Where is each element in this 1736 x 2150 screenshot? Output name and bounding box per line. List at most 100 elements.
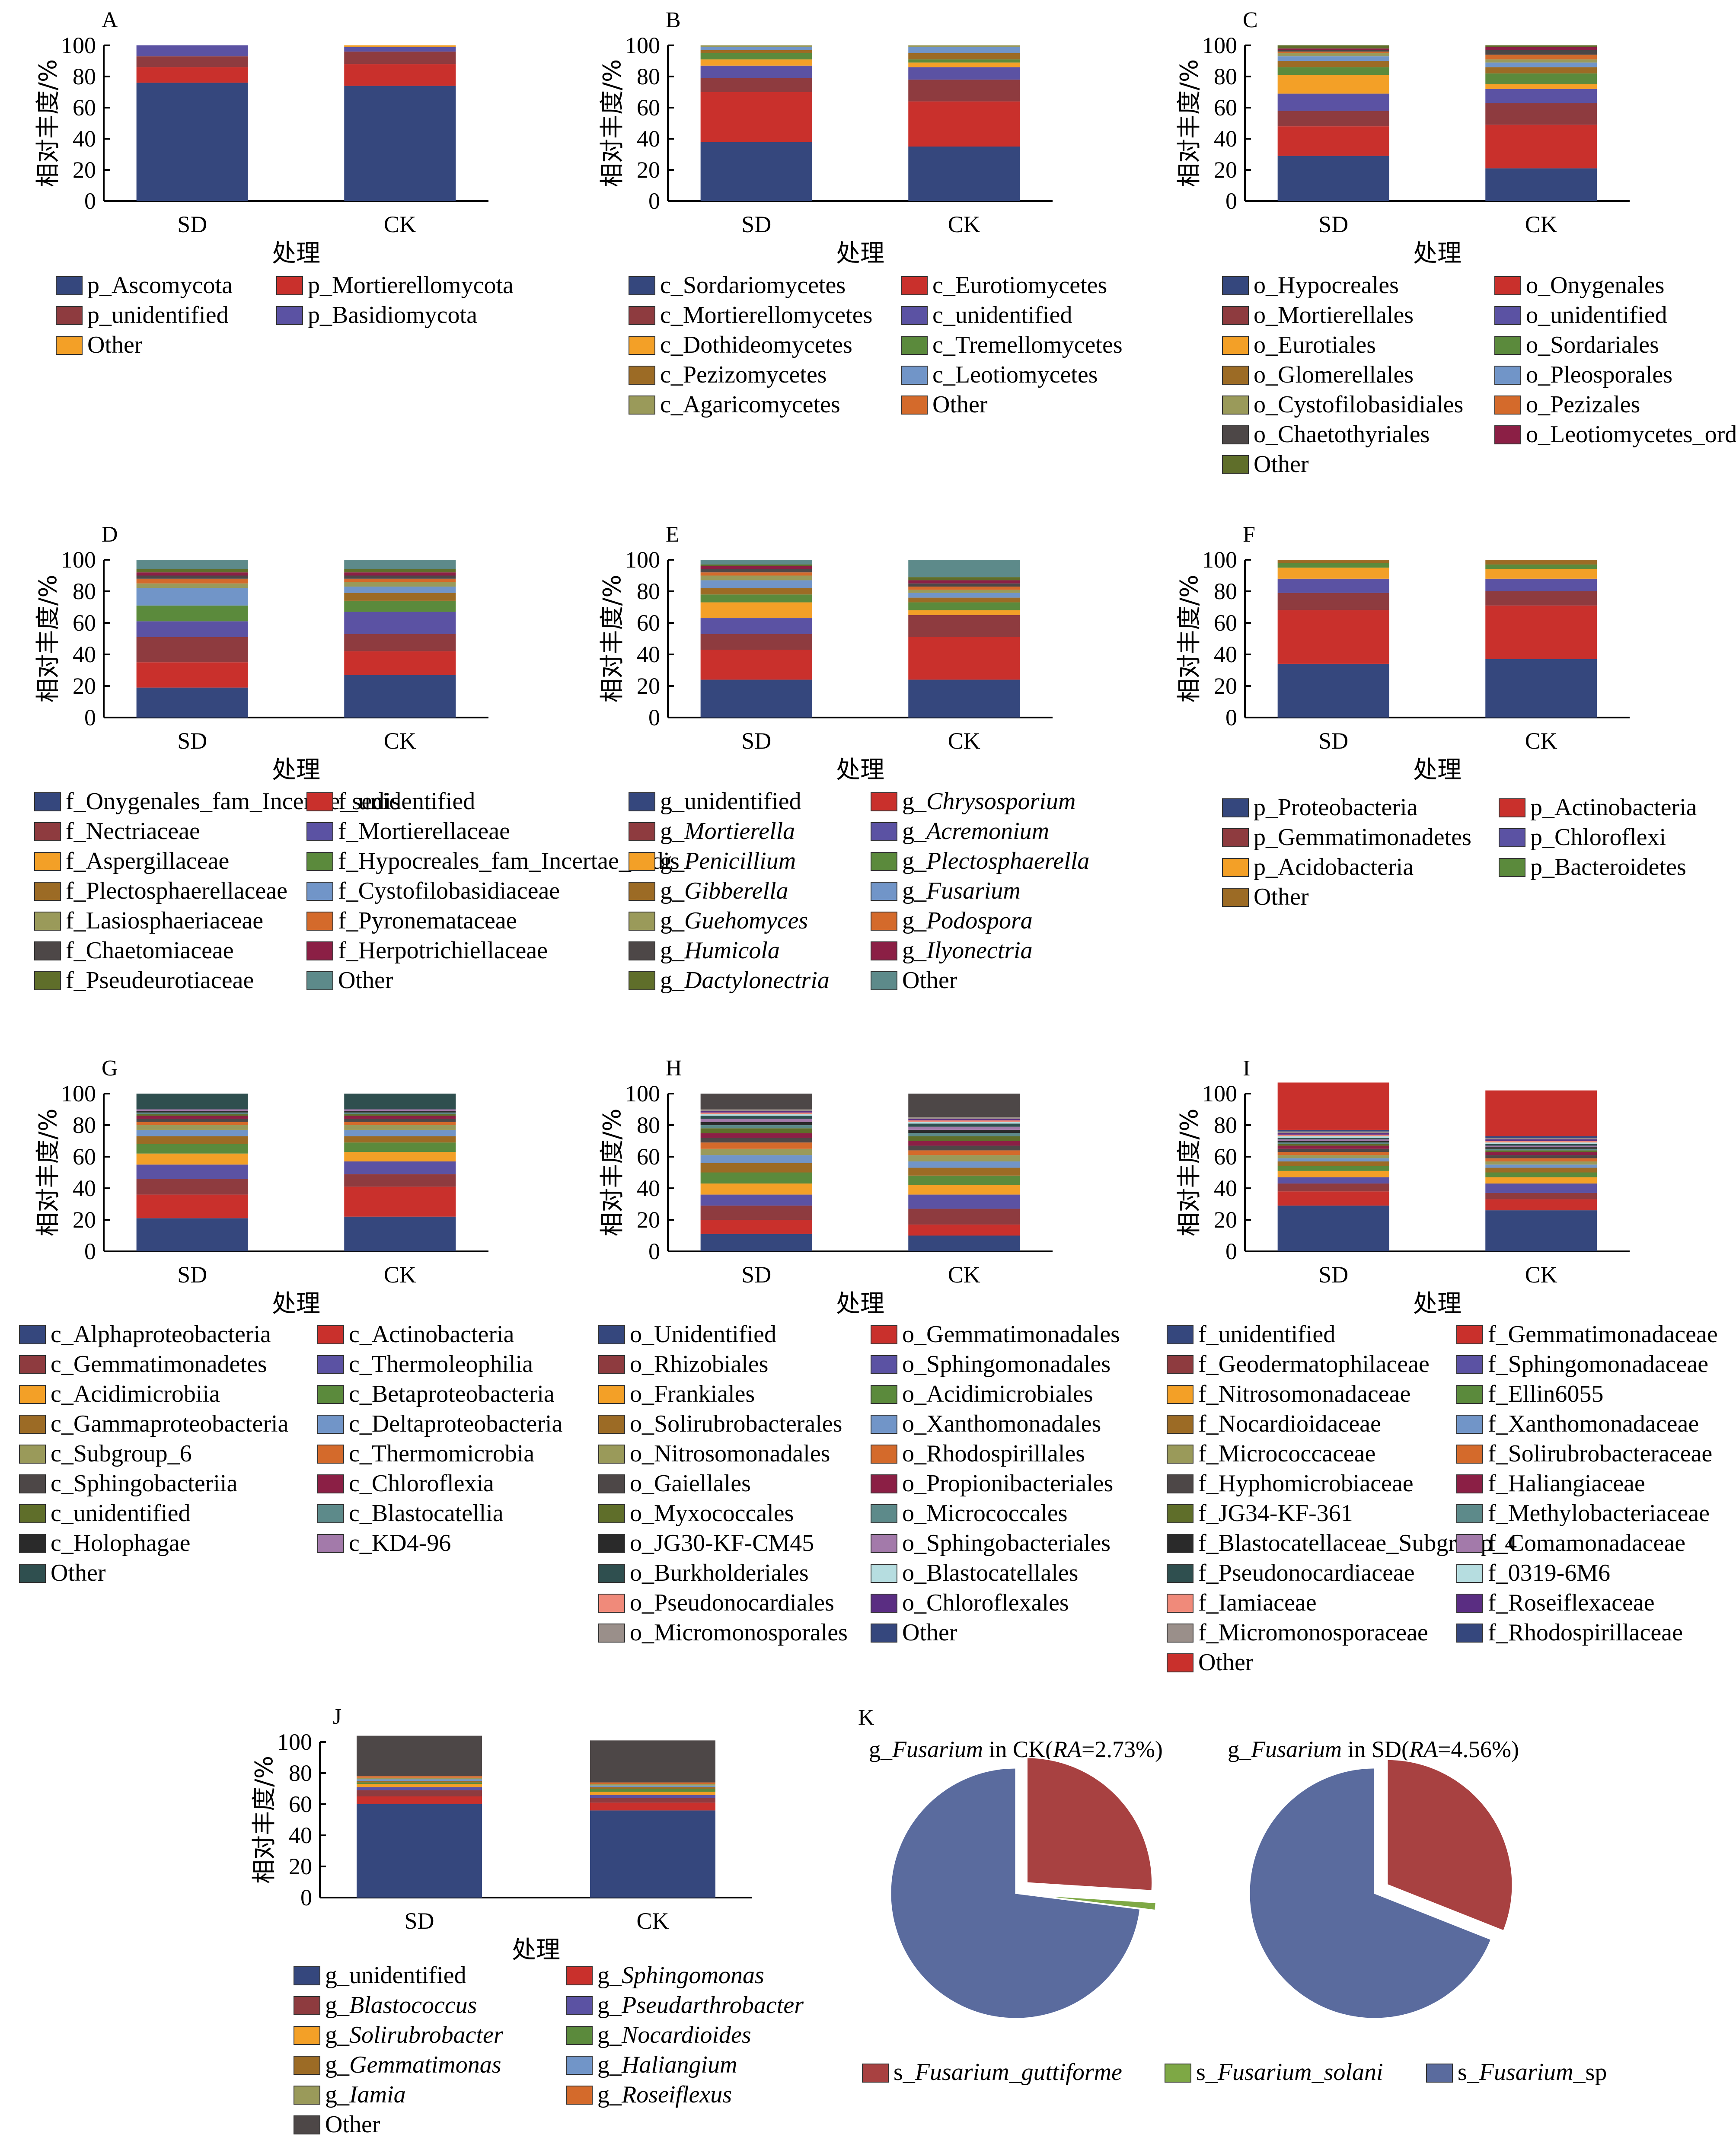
- legend-swatch: [629, 852, 655, 871]
- x-axis-label: 处理: [272, 1290, 320, 1318]
- legend-swatch: [317, 1504, 344, 1523]
- bar-segment: [590, 1784, 715, 1786]
- x-axis-label: 处理: [512, 1936, 560, 1964]
- legend-swatch: [1456, 1415, 1483, 1434]
- legend-swatch: [19, 1474, 46, 1493]
- legend-label-italic: Solirubrobacter: [349, 2022, 503, 2048]
- bar-segment: [1277, 1152, 1389, 1155]
- x-axis-label: 处理: [836, 1290, 884, 1318]
- bar-segment: [1277, 75, 1389, 94]
- bar-segment: [344, 86, 456, 201]
- panel-letter: D: [102, 522, 118, 547]
- bar-segment: [908, 59, 1020, 63]
- bar-segment: [1485, 1155, 1597, 1158]
- legend-label-prefix: g_: [325, 2081, 350, 2108]
- bar-segment: [136, 569, 248, 573]
- bar-segment: [908, 1126, 1020, 1130]
- chart-panel-K: Kg_Fusarium in CK(RA=2.73%) g_Fusarium in…: [858, 1705, 1607, 2086]
- legend-label-italic: Humicola: [684, 937, 780, 964]
- bar-segment: [1485, 1161, 1597, 1165]
- bar-segment: [344, 1152, 456, 1161]
- bar-segment: [700, 602, 812, 619]
- bar-segment: [700, 47, 812, 50]
- panel-letter: B: [666, 8, 681, 32]
- legend-label: c_Acidimicrobiia: [51, 1381, 220, 1407]
- bar-segment: [700, 50, 812, 53]
- legend-swatch: [34, 941, 61, 960]
- bar-segment: [908, 602, 1020, 610]
- legend-label: g_Roseiflexus: [597, 2081, 732, 2108]
- bar-segment: [136, 662, 248, 688]
- legend-swatch: [1222, 888, 1249, 907]
- legend-label: o_Hypocreales: [1254, 272, 1399, 299]
- pie-title-part: =4.56%): [1438, 1736, 1519, 1762]
- bar-segment: [1485, 84, 1597, 89]
- legend-label: o_Myxococcales: [630, 1500, 794, 1527]
- x-tick-label: SD: [741, 1262, 771, 1288]
- legend-swatch: [1222, 455, 1249, 474]
- legend-label: o_Eurotiales: [1254, 332, 1376, 358]
- legend-label: o_Sordariales: [1526, 332, 1659, 358]
- legend-label: Other: [932, 391, 988, 418]
- legend-swatch: [1456, 1325, 1483, 1344]
- legend-label: g_Penicillium: [660, 848, 796, 874]
- bar-segment: [700, 1194, 812, 1206]
- bar-segment: [136, 1136, 248, 1144]
- panel-letter: J: [333, 1704, 341, 1729]
- legend-label: Other: [902, 1619, 957, 1646]
- legend-swatch: [19, 1415, 46, 1434]
- legend-label-prefix: g_: [660, 848, 685, 874]
- bar-segment: [1277, 610, 1389, 664]
- legend-label-italic: Podospora: [926, 907, 1033, 934]
- x-tick-label: CK: [384, 728, 416, 754]
- legend-label: f_Nectriaceae: [66, 818, 200, 845]
- legend-label: g_Nocardioides: [597, 2022, 751, 2048]
- bar-segment: [1277, 560, 1389, 563]
- bar-segment: [1485, 1199, 1597, 1211]
- legend-label: o_Unidentified: [630, 1321, 776, 1348]
- legend-label: c_Blastocatellia: [349, 1500, 504, 1527]
- bar-segment: [136, 583, 248, 588]
- y-tick-label: 80: [637, 1112, 660, 1138]
- legend-swatch: [1222, 828, 1249, 847]
- legend-label: Other: [1254, 451, 1309, 478]
- bar-segment: [136, 1122, 248, 1125]
- legend-swatch: [1222, 276, 1249, 295]
- bar-segment: [700, 53, 812, 60]
- legend-swatch: [629, 822, 655, 841]
- legend-label-prefix: g_: [660, 818, 685, 845]
- bar-segment: [357, 1735, 482, 1777]
- legend-swatch: [34, 792, 61, 811]
- pie-title: g_Fusarium in SD(RA=4.56%): [1228, 1736, 1519, 1762]
- bar-segment: [1485, 50, 1597, 55]
- legend-swatch: [871, 912, 897, 931]
- legend-label: p_unidentified: [87, 302, 229, 329]
- bar-segment: [344, 45, 456, 47]
- legend-label-prefix: g_: [902, 818, 927, 845]
- legend-swatch: [1222, 396, 1249, 415]
- x-axis-label: 处理: [272, 756, 320, 784]
- bar-segment: [1277, 563, 1389, 568]
- bar-segment: [908, 1155, 1020, 1161]
- bar-segment: [344, 612, 456, 634]
- legend-label: c_unidentified: [51, 1500, 190, 1527]
- bar-segment: [700, 1155, 812, 1163]
- legend-swatch: [1167, 1385, 1194, 1404]
- bar-segment: [1277, 51, 1389, 53]
- bar-segment: [344, 582, 456, 587]
- bar-segment: [136, 1129, 248, 1136]
- bar-segment: [908, 1141, 1020, 1146]
- legend-label: p_Basidiomycota: [308, 302, 477, 329]
- bar-segment: [1277, 1136, 1389, 1138]
- bar-segment: [136, 1179, 248, 1195]
- bar-segment: [1277, 1082, 1389, 1130]
- panel-letter: A: [102, 8, 118, 32]
- bar-segment: [908, 62, 1020, 67]
- bar-segment: [908, 1129, 1020, 1133]
- legend-label: o_Onygenales: [1526, 272, 1664, 299]
- legend-swatch: [1499, 858, 1525, 877]
- bar-segment: [700, 1142, 812, 1149]
- legend-label: f_Herpotrichiellaceae: [338, 937, 548, 964]
- y-tick-label: 80: [73, 1112, 96, 1138]
- pie-title-part: =2.73%): [1082, 1736, 1163, 1762]
